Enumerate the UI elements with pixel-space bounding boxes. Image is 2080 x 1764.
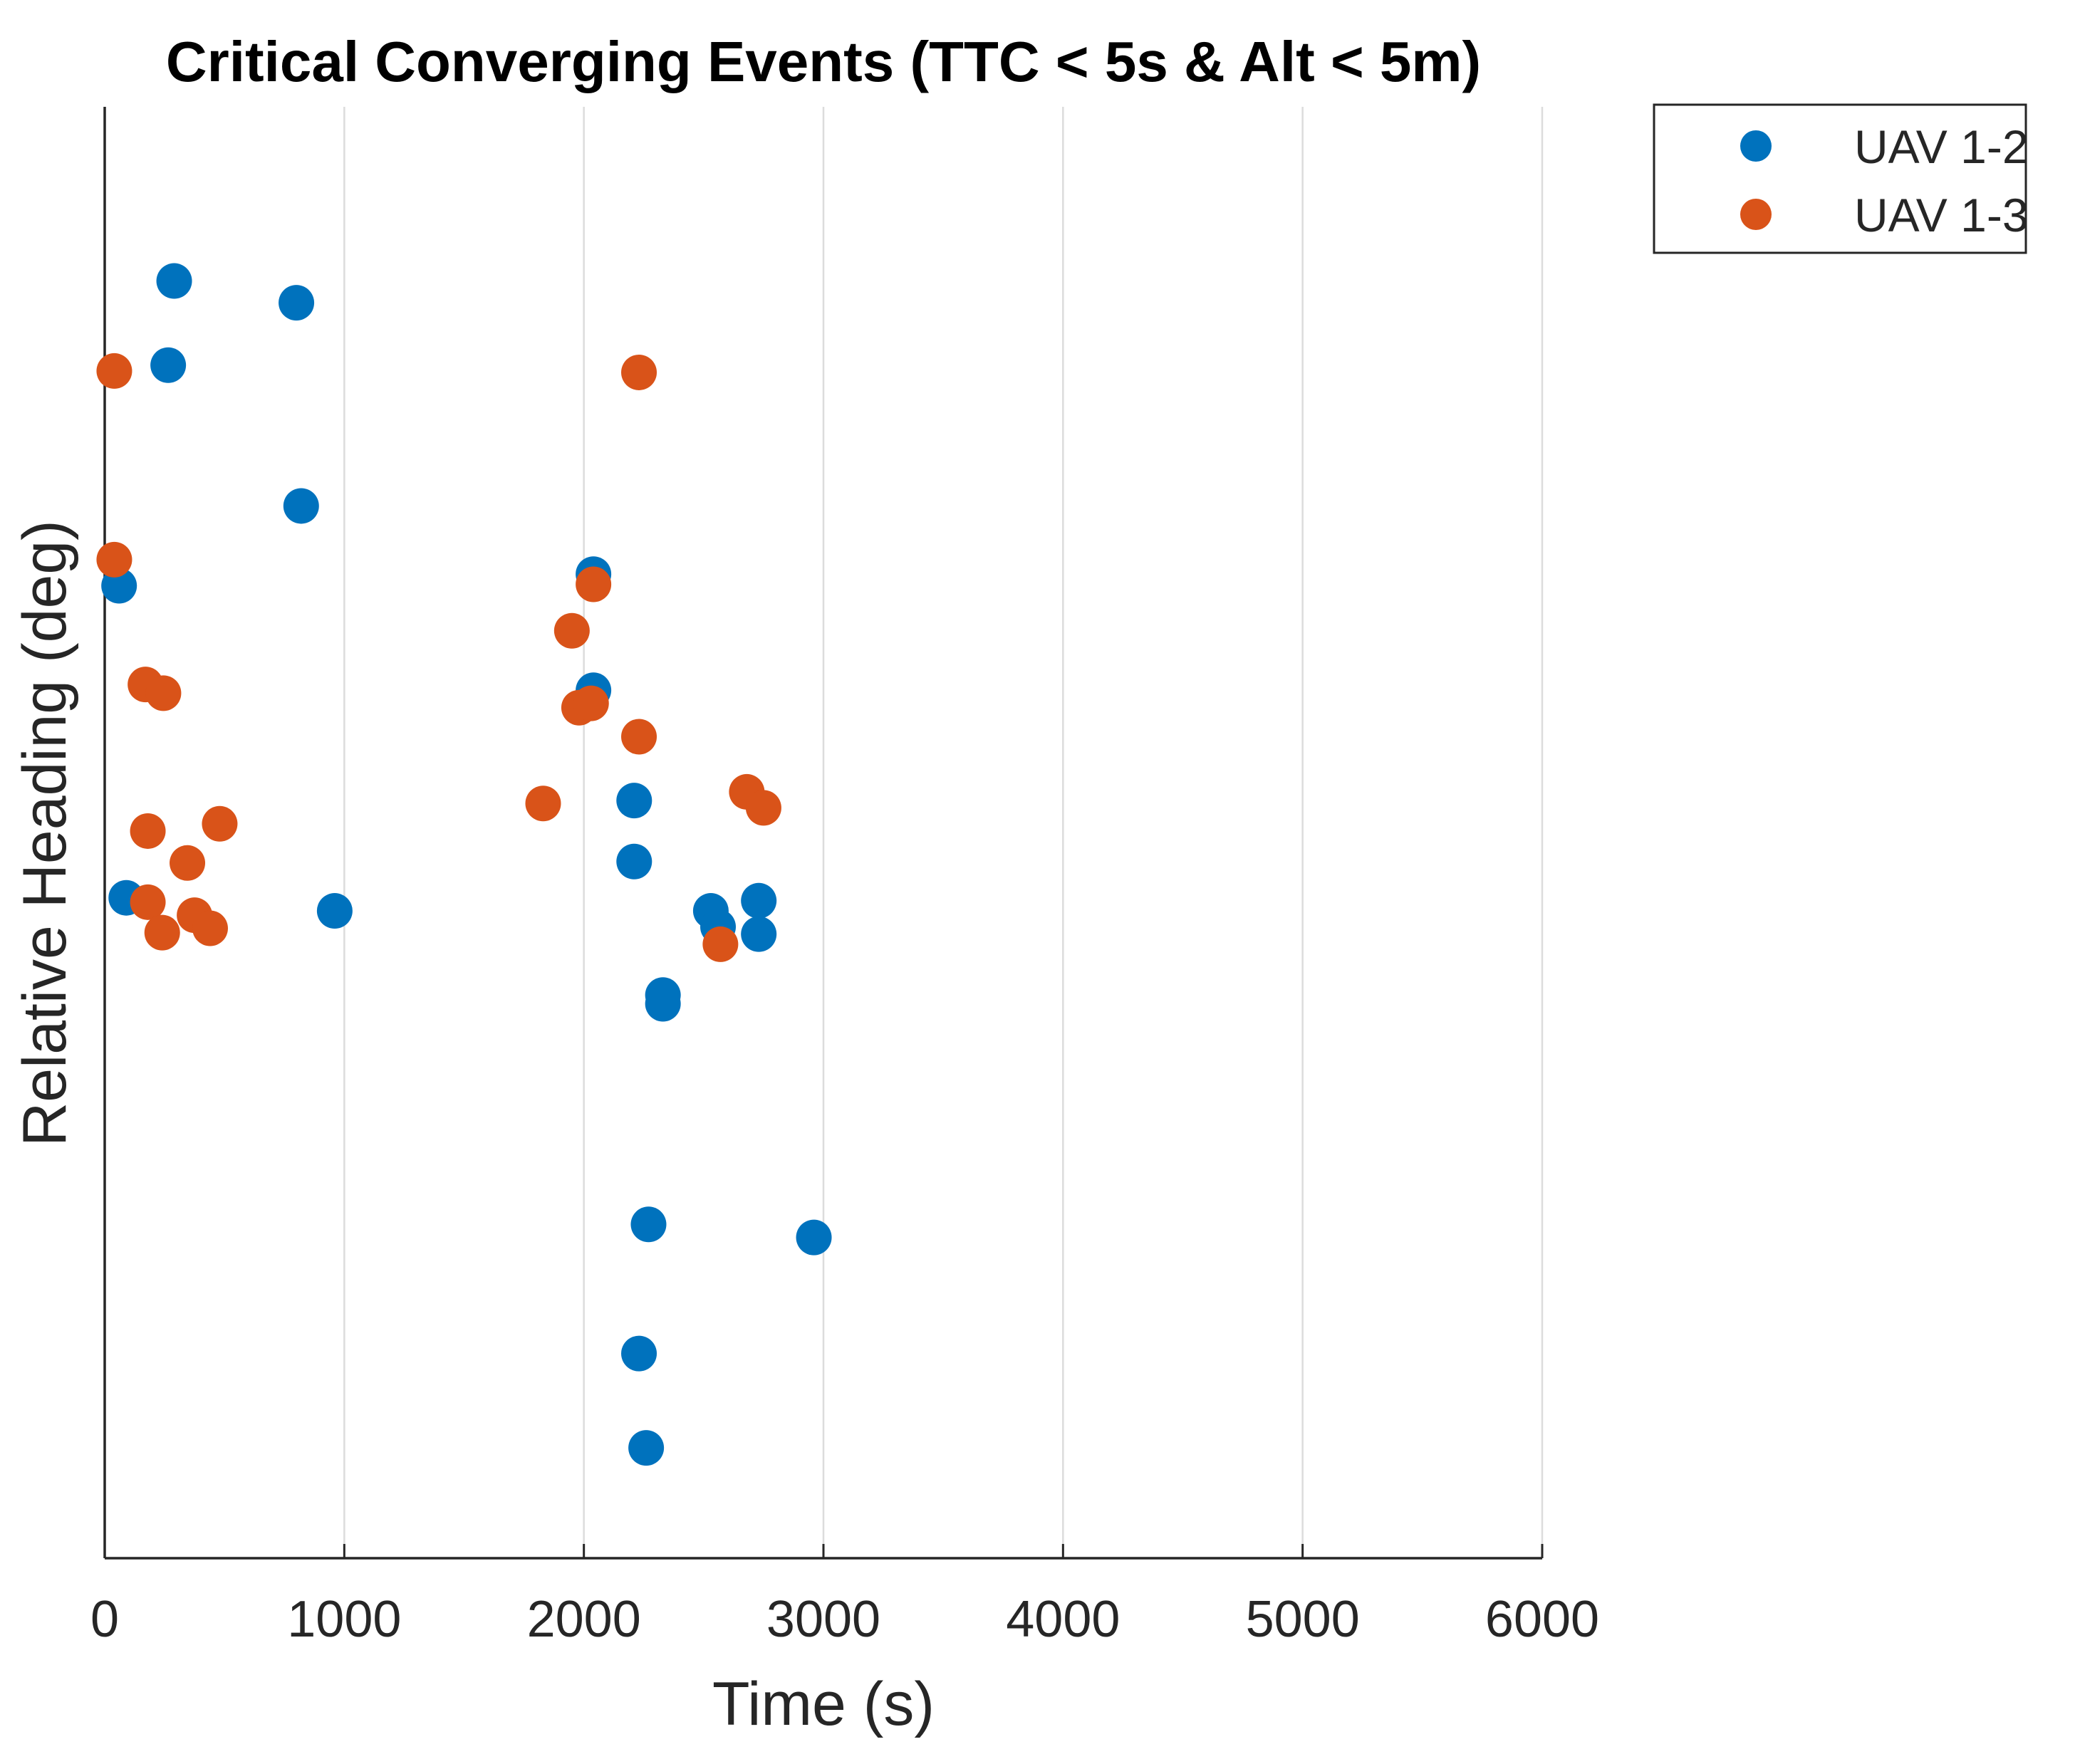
legend-marker-uav-1-2: [1740, 130, 1772, 162]
point-uav-1-2-19: [621, 1335, 657, 1372]
point-uav-1-3-12: [525, 786, 561, 822]
x-axis-label: Time (s): [712, 1670, 935, 1738]
x-tick-label-5000: 5000: [1246, 1591, 1360, 1648]
legend-label-uav-1-2: UAV 1-2: [1854, 120, 2029, 173]
point-uav-1-3-0: [96, 353, 132, 389]
x-tick-label-3000: 3000: [766, 1591, 880, 1648]
point-uav-1-3-19: [192, 910, 228, 946]
point-uav-1-2-17: [630, 1206, 667, 1243]
point-uav-1-3-11: [745, 790, 781, 826]
point-uav-1-2-3: [283, 488, 319, 524]
legend-box: [1653, 103, 2027, 254]
x-tick-label-2000: 2000: [527, 1591, 641, 1648]
series-uav-1-3: [96, 353, 781, 962]
x-tick-label-4000: 4000: [1006, 1591, 1120, 1648]
x-tick-label-0: 0: [90, 1591, 119, 1648]
y-axis-label: Relative Heading (deg): [11, 520, 79, 1147]
x-tick-label-1000: 1000: [287, 1591, 401, 1648]
point-uav-1-3-1: [621, 354, 657, 390]
legend: UAV 1-2 UAV 1-3: [1653, 103, 2029, 254]
point-uav-1-3-9: [621, 719, 657, 755]
point-uav-1-2-10: [316, 893, 353, 929]
point-uav-1-3-4: [553, 612, 590, 649]
series-uav-1-2: [101, 263, 832, 1466]
legend-label-uav-1-3: UAV 1-3: [1854, 189, 2029, 241]
point-uav-1-3-18: [144, 914, 180, 951]
point-uav-1-3-13: [202, 805, 238, 842]
point-uav-1-2-1: [279, 285, 315, 321]
point-uav-1-2-18: [796, 1219, 832, 1256]
point-uav-1-3-3: [576, 566, 612, 602]
point-uav-1-2-0: [156, 263, 192, 299]
x-tick-label-6000: 6000: [1485, 1591, 1599, 1648]
point-uav-1-3-20: [702, 926, 739, 962]
data-points: [96, 263, 832, 1466]
point-uav-1-2-2: [150, 347, 187, 383]
point-uav-1-3-15: [170, 845, 206, 881]
x-axis-ticks: 0 1000 2000 3000 4000 5000 6000: [90, 1544, 1599, 1648]
point-uav-1-2-20: [628, 1430, 665, 1466]
point-uav-1-3-2: [96, 541, 132, 578]
point-uav-1-2-8: [616, 843, 652, 880]
point-uav-1-3-16: [130, 884, 166, 920]
point-uav-1-2-7: [616, 783, 652, 819]
point-uav-1-3-8: [573, 685, 609, 721]
chart-title: Critical Converging Events (TTC < 5s & A…: [166, 30, 1481, 93]
point-uav-1-2-13: [741, 882, 777, 919]
point-uav-1-3-6: [145, 675, 182, 711]
vertical-grid-lines: [343, 107, 1544, 1558]
legend-marker-uav-1-3: [1740, 199, 1772, 230]
point-uav-1-3-14: [130, 813, 166, 849]
point-uav-1-2-14: [741, 916, 777, 952]
point-uav-1-2-16: [645, 986, 681, 1022]
